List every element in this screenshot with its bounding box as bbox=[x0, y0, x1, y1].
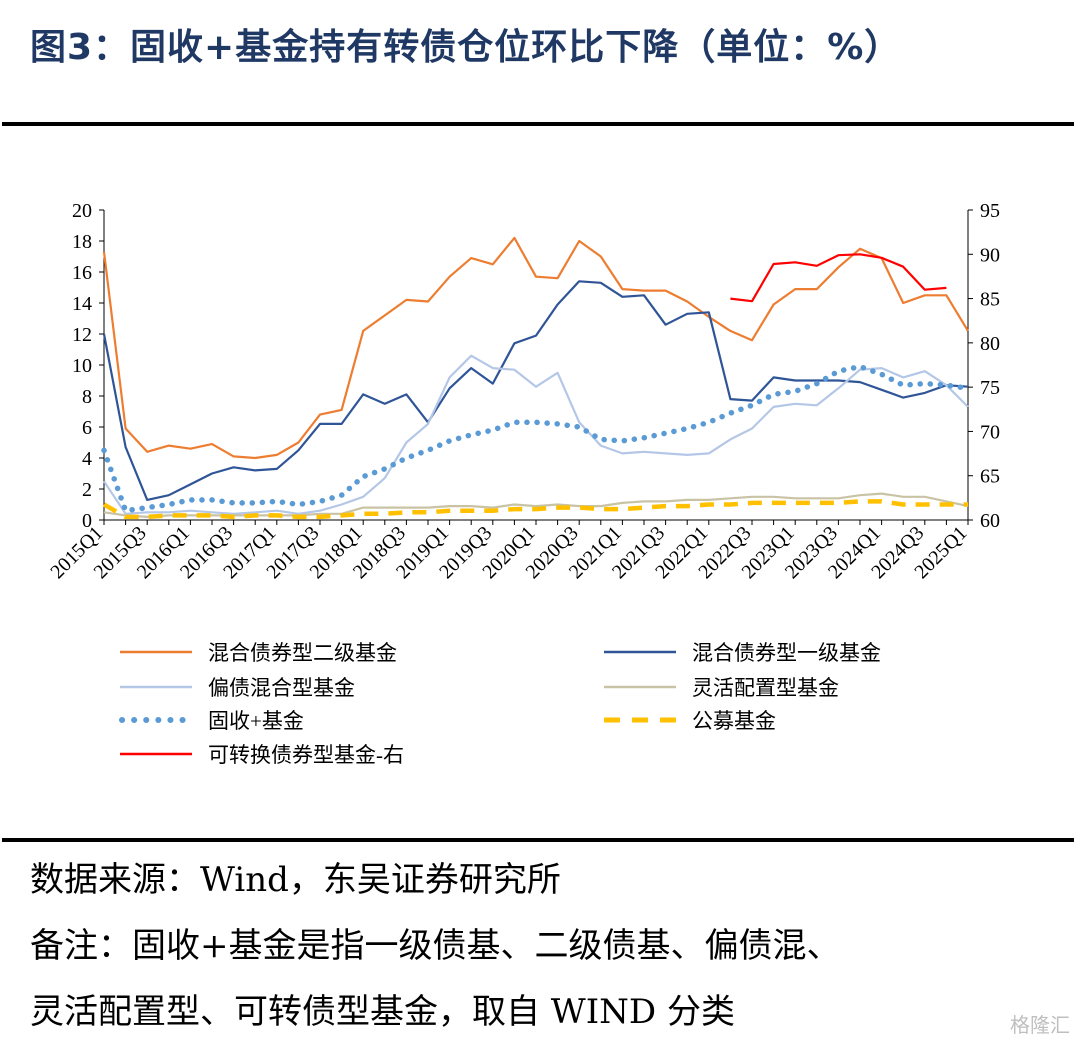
legend-label: 灵活配置型基金 bbox=[692, 676, 839, 700]
y-right-tick-label: 80 bbox=[980, 333, 1000, 355]
y-right-tick-label: 75 bbox=[980, 377, 1000, 399]
x-axis-ticks: 2015Q12015Q32016Q12016Q32017Q12017Q32018… bbox=[46, 520, 972, 583]
y-left-tick-label: 16 bbox=[72, 262, 92, 284]
legend-label: 可转换债券型基金-右 bbox=[208, 743, 404, 767]
chart-title: 图3：固收+基金持有转债仓位环比下降（单位：%） bbox=[30, 27, 902, 68]
series-line bbox=[103, 354, 969, 515]
y-left-tick-label: 0 bbox=[82, 510, 92, 532]
y-left-tick-label: 2 bbox=[82, 479, 92, 501]
chart-series bbox=[101, 236, 971, 520]
remark-line-2: 灵活配置型、可转债型基金，取自 WIND 分类 bbox=[30, 992, 736, 1032]
legend-label: 混合债券型二级基金 bbox=[208, 641, 397, 665]
y-right-tick-label: 95 bbox=[980, 200, 1000, 222]
legend-label: 公募基金 bbox=[692, 709, 776, 733]
line-chart: 0 2 4 6 8 10 12 14 16 18 20 60 65 70 75 80 85 90 95 2015Q1… bbox=[46, 200, 1000, 767]
y-left-tick-label: 4 bbox=[82, 448, 92, 470]
series-line bbox=[102, 236, 969, 460]
series-line bbox=[102, 280, 969, 501]
y-left-tick-label: 8 bbox=[82, 386, 92, 408]
y-left-tick-label: 6 bbox=[82, 417, 92, 439]
y-left-tick-label: 10 bbox=[72, 355, 92, 377]
bottom-divider bbox=[2, 838, 1074, 842]
y-right-tick-label: 70 bbox=[980, 421, 1000, 443]
y-right-tick-label: 60 bbox=[980, 510, 1000, 532]
y-left-tick-label: 20 bbox=[72, 200, 92, 222]
top-divider bbox=[2, 122, 1074, 126]
y-right-tick-label: 65 bbox=[980, 466, 1000, 488]
y-right-tick-label: 85 bbox=[980, 289, 1000, 311]
legend-label: 混合债券型一级基金 bbox=[692, 641, 881, 665]
source-note: 数据来源：Wind，东吴证券研究所 bbox=[30, 860, 561, 900]
series-line bbox=[102, 499, 968, 520]
legend-label: 固收+基金 bbox=[208, 709, 304, 733]
chart-axes: 0 2 4 6 8 10 12 14 16 18 20 60 65 70 75 80 85 90 95 bbox=[72, 200, 1000, 532]
y-left-tick-label: 12 bbox=[72, 324, 92, 346]
y-right-tick-label: 90 bbox=[980, 244, 1000, 266]
y-left-tick-label: 18 bbox=[72, 231, 92, 253]
watermark: 格隆汇 bbox=[1010, 1013, 1070, 1037]
remark-line-1: 备注：固收+基金是指一级债基、二级债基、偏债混、 bbox=[30, 926, 841, 966]
series-line bbox=[101, 363, 971, 514]
y-left-tick-label: 14 bbox=[72, 293, 92, 315]
legend-label: 偏债混合型基金 bbox=[208, 676, 355, 700]
series-line bbox=[730, 253, 947, 303]
